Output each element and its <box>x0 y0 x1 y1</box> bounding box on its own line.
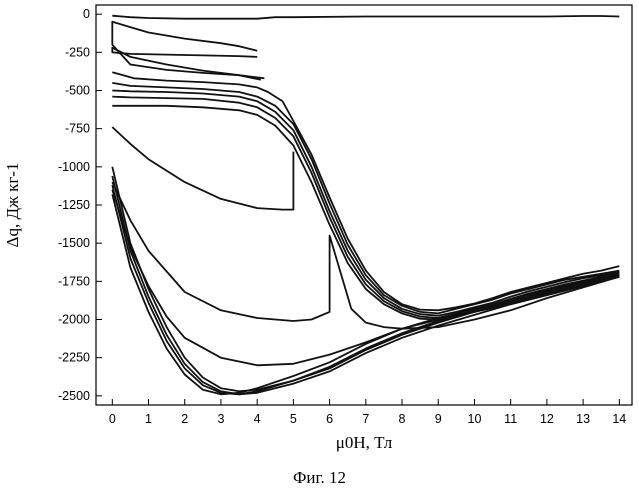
y-tick-label: -2500 <box>58 389 90 403</box>
x-tick-label: 0 <box>109 412 116 426</box>
x-tick-label: 9 <box>435 412 442 426</box>
y-tick-label: -500 <box>65 83 90 97</box>
y-tick-label: -2250 <box>58 351 90 365</box>
series-line-1 <box>112 16 619 19</box>
series-line-3 <box>112 48 260 80</box>
x-tick-label: 12 <box>540 412 554 426</box>
y-tick-label: -1500 <box>58 236 90 250</box>
x-axis-title: μ0H, Тл <box>336 433 393 452</box>
series-line-13 <box>112 190 619 366</box>
y-tick-label: -1000 <box>58 160 90 174</box>
x-tick-label: 8 <box>399 412 406 426</box>
x-tick-label: 1 <box>145 412 152 426</box>
y-tick-label: -1250 <box>58 198 90 212</box>
x-tick-label: 7 <box>362 412 369 426</box>
x-tick-label: 4 <box>254 412 261 426</box>
series-line-14 <box>112 182 619 329</box>
x-tick-label: 3 <box>217 412 224 426</box>
y-tick-label: -1750 <box>58 274 90 288</box>
x-tick-label: 5 <box>290 412 297 426</box>
figure-caption: Фиг. 12 <box>0 468 639 488</box>
series-layer <box>112 16 619 395</box>
x-axis: 01234567891011121314 <box>109 399 627 426</box>
y-axis-title: Δq, Дж кг-1 <box>3 163 22 248</box>
x-tick-label: 14 <box>612 412 626 426</box>
hysteresis-chart: 01234567891011121314 0-250-500-750-1000-… <box>0 0 639 460</box>
y-tick-label: -250 <box>65 45 90 59</box>
x-tick-label: 11 <box>504 412 517 426</box>
series-line-6 <box>112 91 619 316</box>
x-tick-label: 2 <box>181 412 188 426</box>
x-tick-label: 6 <box>326 412 333 426</box>
y-tick-label: -750 <box>65 122 90 136</box>
x-tick-label: 13 <box>576 412 590 426</box>
series-line-15 <box>112 127 293 210</box>
series-line-2 <box>112 22 264 79</box>
y-tick-label: -2000 <box>58 313 90 327</box>
x-tick-label: 10 <box>468 412 482 426</box>
y-tick-label: 0 <box>83 7 90 21</box>
